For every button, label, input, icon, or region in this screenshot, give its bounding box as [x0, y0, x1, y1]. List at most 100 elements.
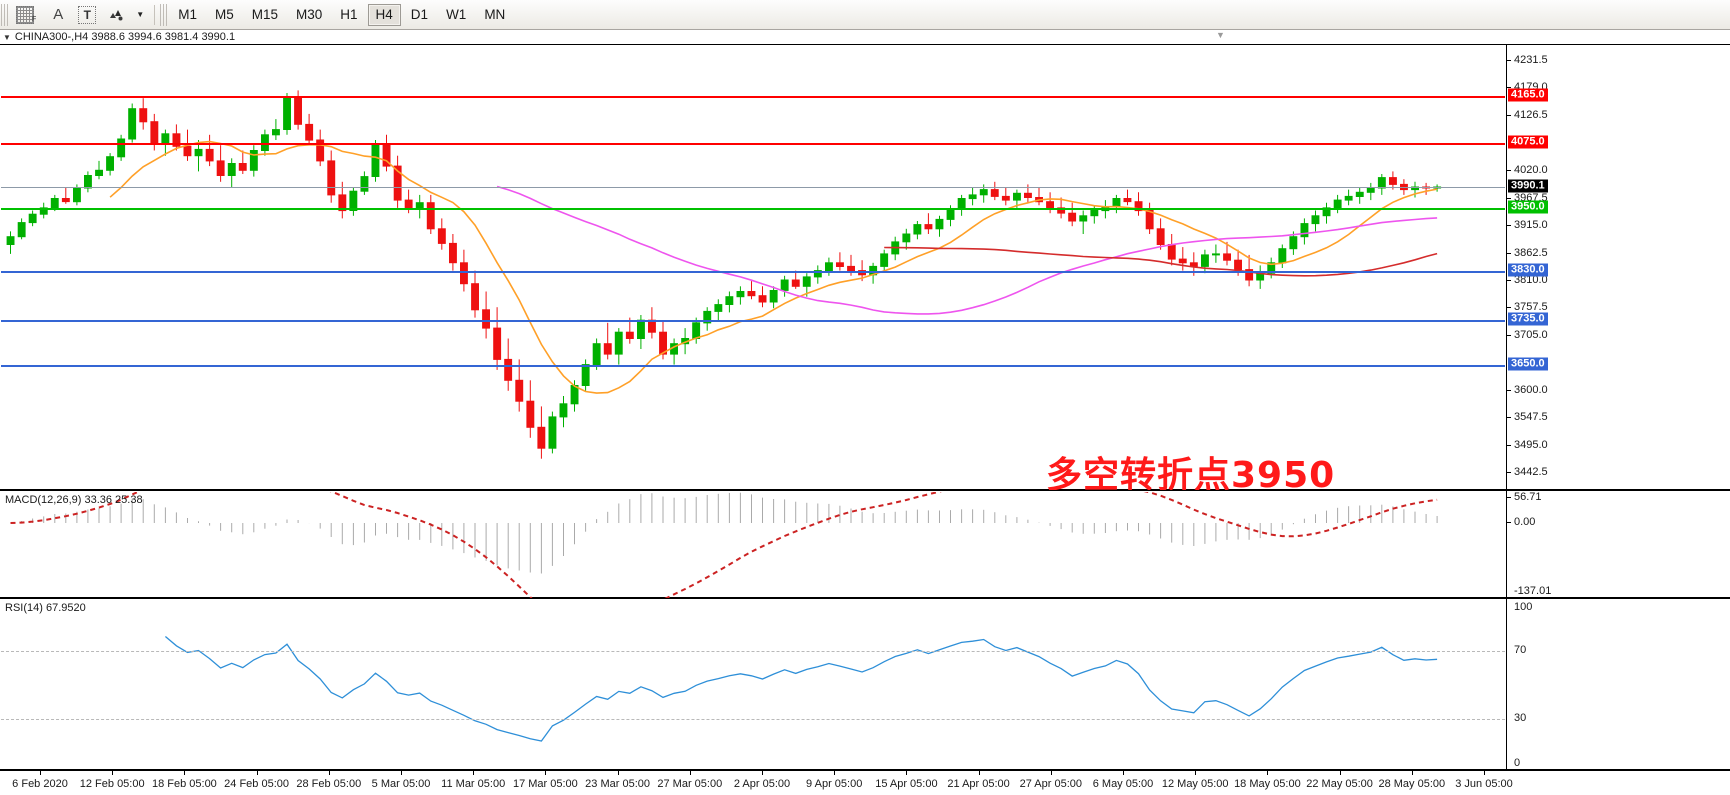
rsi-axis[interactable]: 100 70 30 0 — [1506, 599, 1730, 769]
macd-axis-tick: -137.01 — [1514, 585, 1552, 597]
time-axis-label: 12 Feb 05:00 — [79, 778, 145, 790]
time-axis-tick — [1123, 771, 1124, 775]
price-level-line-support[interactable] — [1, 320, 1505, 323]
time-axis-label: 11 Mar 05:00 — [441, 778, 506, 790]
panel-collapse-caret-icon[interactable]: ▼ — [1216, 30, 1225, 40]
macd-plot-area[interactable]: MACD(12,26,9) 33.36 25.38 — [1, 492, 1505, 598]
price-axis-tick: 4020.0 — [1507, 164, 1548, 176]
time-axis-label: 28 Feb 05:00 — [296, 778, 362, 790]
time-axis-tick — [617, 771, 619, 775]
text-label-icon[interactable]: A — [53, 6, 64, 23]
macd-axis-tick: 0.00 — [1507, 516, 1535, 528]
rsi-axis-tick: 70 — [1514, 644, 1527, 656]
candlestick-series — [6, 90, 1442, 459]
time-axis-tick — [401, 771, 402, 775]
MA-orange — [109, 140, 1438, 394]
timeframe-m15[interactable]: M15 — [251, 7, 278, 22]
rsi-axis-tick: 100 — [1514, 601, 1533, 613]
rsi-level-line-70 — [1, 651, 1505, 652]
time-axis-label: 12 May 05:00 — [1161, 778, 1229, 790]
price-tag-4165-0[interactable]: 4165.0 — [1508, 88, 1548, 102]
crosshair-grid-icon[interactable]: F — [11, 3, 43, 27]
time-axis-label: 18 Feb 05:00 — [151, 778, 217, 790]
drawing-tools-icon[interactable] — [103, 3, 129, 27]
drawing-tools-glyph — [110, 9, 123, 20]
price-panel: 多空转折点3950 4231.54179.04126.54020.03967.5… — [0, 44, 1730, 496]
macd-signal-line — [10, 492, 1438, 598]
timeframe-d1[interactable]: D1 — [410, 7, 429, 22]
timeframe-drag-handle[interactable] — [160, 3, 168, 26]
price-axis-tick: 3442.5 — [1507, 466, 1548, 478]
time-axis-label: 27 Mar 05:00 — [657, 778, 723, 790]
time-axis-tick — [184, 771, 186, 775]
macd-axis-tick: 56.71 — [1507, 491, 1542, 503]
price-level-line-pivot[interactable] — [1, 207, 1505, 210]
time-axis-label: 23 Mar 05:00 — [585, 778, 651, 790]
price-level-line-support[interactable] — [1, 364, 1505, 367]
macd-series — [10, 492, 1438, 598]
time-axis-label: 17 Mar 05:00 — [512, 778, 578, 790]
text-box-icon[interactable]: T — [73, 3, 101, 27]
time-axis-tick — [1050, 771, 1052, 775]
rsi-panel: RSI(14) 67.9520 100 70 30 0 — [0, 598, 1730, 770]
time-axis-label: 18 May 05:00 — [1234, 778, 1301, 790]
timeframe-h4[interactable]: H4 — [367, 3, 401, 26]
timeframe-m5[interactable]: M5 — [214, 7, 234, 22]
time-axis-label: 9 Apr 05:00 — [806, 778, 863, 790]
toolbar-divider — [154, 4, 156, 25]
time-axis-label: 27 Apr 05:00 — [1019, 778, 1082, 790]
time-axis-tick — [1195, 771, 1197, 775]
time-axis-tick — [834, 771, 836, 775]
price-axis-tick: 3495.0 — [1507, 439, 1548, 451]
time-axis-tick — [906, 771, 908, 775]
price-level-line-last-price[interactable] — [1, 186, 1505, 188]
crosshair-grid-icon-label: F — [32, 16, 37, 23]
chart-collapse-icon[interactable]: ▼ — [3, 32, 11, 42]
time-axis-tick — [1339, 771, 1341, 775]
rsi-series — [164, 636, 1438, 742]
price-axis-tick: 4231.5 — [1507, 54, 1548, 66]
MA-red — [884, 246, 1438, 277]
time-axis-tick — [545, 771, 547, 775]
price-tag-3990-1[interactable]: 3990.1 — [1508, 179, 1548, 193]
macd-axis[interactable]: 56.71 0.00 -137.01 — [1506, 491, 1730, 597]
price-axis-tick: 3757.5 — [1507, 301, 1548, 313]
price-level-line-support[interactable] — [1, 270, 1505, 273]
timeframe-mn[interactable]: MN — [484, 7, 506, 22]
toolbar: F A T ▼ M1 M5 M15 M30 H1 H4 D1 W1 MN — [0, 0, 1730, 30]
price-level-line-resistance[interactable] — [1, 142, 1505, 145]
timeframe-m1[interactable]: M1 — [178, 7, 197, 22]
timeframe-m30[interactable]: M30 — [296, 7, 323, 22]
timeframe-group: M1 M5 M15 M30 H1 H4 D1 W1 MN — [169, 3, 514, 26]
time-axis-tick — [978, 771, 980, 775]
price-tag-3650-0[interactable]: 3650.0 — [1508, 357, 1548, 371]
drawing-tools-dropdown-icon[interactable]: ▼ — [136, 10, 145, 19]
price-axis-tick: 3600.0 — [1507, 384, 1548, 396]
time-axis-label: 28 May 05:00 — [1378, 778, 1446, 790]
price-axis-tick: 3810.0 — [1507, 274, 1548, 286]
toolbar-drag-handle[interactable] — [1, 3, 8, 26]
macd-legend-label: MACD(12,26,9) 33.36 25.38 — [5, 494, 143, 506]
price-axis-tick: 3915.0 — [1507, 219, 1548, 231]
time-axis-tick — [328, 771, 330, 775]
rsi-legend-label: RSI(14) 67.9520 — [5, 602, 86, 614]
rsi-axis-tick: 30 — [1514, 712, 1527, 724]
price-axis[interactable]: 4231.54179.04126.54020.03967.53915.03862… — [1506, 45, 1730, 489]
timeframe-h1[interactable]: H1 — [340, 7, 358, 22]
price-level-line-resistance[interactable] — [1, 95, 1505, 98]
time-axis[interactable]: 6 Feb 2020 12 Feb 05:00 18 Feb 05:00 24 Feb… — [0, 770, 1730, 795]
price-tag-3830-0[interactable]: 3830.0 — [1508, 263, 1548, 277]
symbol-info-bar: ▼ CHINA300-,H4 3988.6 3994.6 3981.4 3990… — [0, 30, 1730, 44]
price-tag-4075-0[interactable]: 4075.0 — [1508, 135, 1548, 149]
MA-magenta — [496, 185, 1438, 315]
price-tag-3735-0[interactable]: 3735.0 — [1508, 312, 1548, 326]
time-axis-tick — [112, 771, 114, 775]
time-axis-tick — [1484, 771, 1485, 775]
price-plot-area[interactable]: 多空转折点3950 — [1, 46, 1505, 496]
timeframe-w1[interactable]: W1 — [446, 7, 467, 22]
price-tag-3950-0[interactable]: 3950.0 — [1508, 200, 1548, 214]
rsi-plot-area[interactable]: RSI(14) 67.9520 — [1, 600, 1505, 770]
time-axis-tick — [689, 771, 691, 775]
rsi-axis-tick: 0 — [1514, 757, 1521, 769]
